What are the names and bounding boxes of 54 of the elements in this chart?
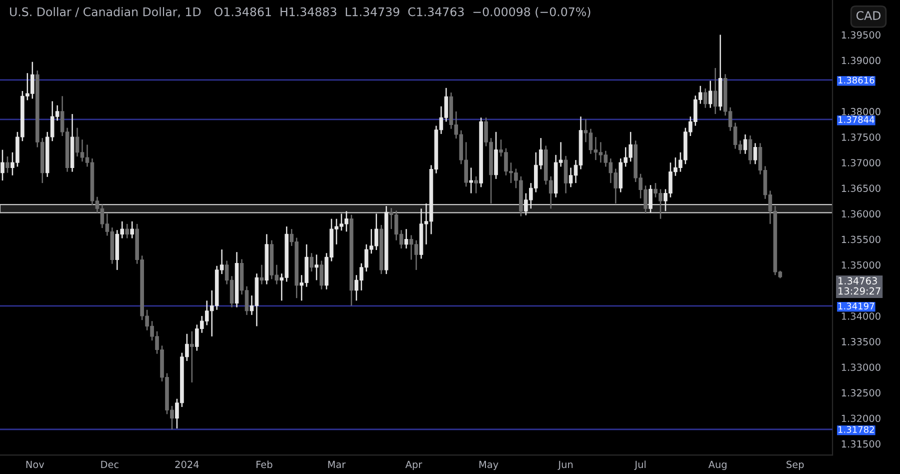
candlestick	[753, 142, 758, 165]
y-tick-label: 1.37500	[842, 134, 880, 141]
x-tick-label: Dec	[101, 460, 118, 468]
x-tick-label: Apr	[405, 460, 422, 470]
y-tick-label: 1.32000	[842, 414, 880, 422]
candlestick	[713, 67, 718, 115]
y-tick-label: 1.32500	[842, 389, 880, 396]
y-tick-label: 1.36500	[842, 184, 880, 192]
x-tick-label: Nov	[26, 460, 44, 468]
y-tick-label: 1.37000	[842, 159, 880, 166]
text: CAD	[856, 11, 881, 20]
candlestick	[314, 254, 318, 281]
candlestick	[130, 220, 134, 239]
x-tick-label: Jul	[634, 460, 646, 470]
candlestick	[703, 88, 708, 109]
candlestick	[474, 176, 478, 194]
ref-line-label: 1.31782	[838, 426, 874, 433]
x-tick-label: Mar	[328, 460, 346, 468]
x-tick-label: Jun	[558, 460, 573, 470]
candlestick	[469, 167, 473, 194]
candlestick	[6, 156, 10, 174]
candlestick	[648, 184, 652, 214]
y-tick-label: 1.34000	[842, 312, 880, 320]
y-tick-label: 1.39500	[842, 31, 880, 39]
candlestick	[190, 330, 194, 384]
x-tick-label: Feb	[256, 460, 272, 468]
y-tick-label: 1.35000	[842, 261, 880, 269]
y-tick-label: 1.36000	[842, 210, 880, 218]
text: U.S. Dollar / Canadian Dollar, 1D	[10, 7, 201, 18]
ref-line-label: 1.34197	[838, 302, 874, 310]
x-tick-label: May	[479, 460, 498, 470]
candlestick	[564, 155, 568, 194]
candlestick	[320, 260, 324, 290]
y-tick-label: 1.38000	[842, 108, 880, 116]
candlestick	[310, 252, 314, 272]
candlestick	[260, 264, 264, 285]
ref-line-label: 1.37844	[838, 116, 874, 123]
annotation: O1.34861 H1.34883 L1.34739 C1.34763 −0.00098 (−0.07%)	[214, 7, 590, 18]
candlestick	[748, 134, 752, 165]
y-tick-label: 1.39000	[842, 56, 880, 64]
candlestick	[708, 80, 712, 109]
x-tick-label: 2024	[175, 460, 199, 468]
x-tick-label: Aug	[708, 460, 726, 470]
y-tick-label: 1.35500	[842, 236, 880, 244]
y-tick-label: 1.33500	[842, 338, 880, 346]
candlestick	[404, 228, 408, 250]
candlestick	[125, 223, 130, 239]
y-tick-label: 1.31500	[842, 440, 880, 448]
candlestick	[743, 134, 748, 155]
ref-line-label: 1.38616	[838, 76, 874, 84]
x-tick-label: Sep	[786, 460, 804, 470]
y-tick-label: 1.33000	[842, 364, 880, 371]
candlestick	[0, 149, 4, 182]
text: 1.34763 13:29:27	[838, 277, 880, 295]
